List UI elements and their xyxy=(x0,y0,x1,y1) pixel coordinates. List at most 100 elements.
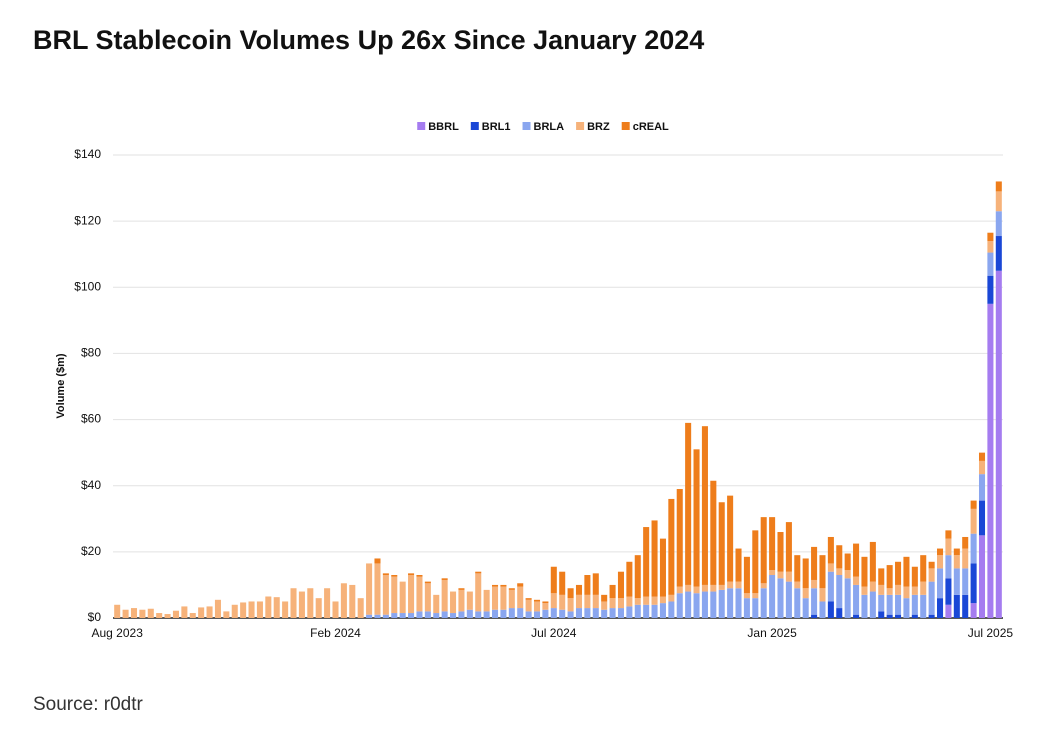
bar-segment xyxy=(517,608,524,618)
bar-segment xyxy=(450,613,457,618)
y-tick-label: $60 xyxy=(81,412,101,426)
bar-segment xyxy=(575,594,583,609)
bar-segment xyxy=(886,614,893,618)
bar-segment xyxy=(533,601,541,612)
bar-segment xyxy=(592,608,599,618)
bar-segment xyxy=(408,575,415,614)
bar-segment xyxy=(962,594,969,618)
bar-segment xyxy=(298,591,305,618)
bar-segment xyxy=(643,604,650,618)
bar-segment xyxy=(978,460,986,475)
y-tick-label: $120 xyxy=(74,213,101,227)
bar-segment xyxy=(995,211,1002,237)
legend-label: BRL1 xyxy=(482,121,511,133)
bar-segment xyxy=(962,568,969,595)
bar-segment xyxy=(668,498,675,595)
bar-segment xyxy=(869,541,876,582)
bar-segment xyxy=(256,601,263,618)
bar-segment xyxy=(542,601,549,604)
bar-segment xyxy=(374,614,381,618)
bar-segment xyxy=(811,614,818,618)
bar-segment xyxy=(181,606,188,618)
bar-segment xyxy=(659,596,666,604)
bar-segment xyxy=(240,602,247,618)
bar-segment xyxy=(458,589,465,612)
legend-swatch xyxy=(470,122,479,130)
bar-segment xyxy=(836,568,843,576)
bar-segment xyxy=(886,594,893,615)
bar-segment xyxy=(508,589,515,609)
bar-segment xyxy=(701,426,708,585)
bar-segment xyxy=(349,584,356,618)
bar-segment xyxy=(424,581,431,584)
bar-segment xyxy=(483,589,490,612)
bar-segment xyxy=(441,611,448,618)
bar-segment xyxy=(878,584,885,595)
bar-segment xyxy=(987,232,994,241)
bar-segment xyxy=(408,573,415,576)
bar-segment xyxy=(458,588,465,590)
bar-segment xyxy=(752,530,759,594)
bar-segment xyxy=(802,588,809,599)
bar-segment xyxy=(609,584,616,599)
bar-segment xyxy=(911,594,918,615)
bar-segment xyxy=(735,588,742,618)
bar-segment xyxy=(811,579,818,589)
bar-segment xyxy=(878,611,885,618)
bar-segment xyxy=(416,575,423,577)
bar-segment xyxy=(567,611,574,618)
bar-segment xyxy=(710,480,717,585)
bar-segment xyxy=(903,586,910,599)
bar-segment xyxy=(693,593,700,618)
bar-segment xyxy=(492,586,499,610)
bar-segment xyxy=(567,598,574,612)
bar-segment xyxy=(525,611,532,618)
bar-segment xyxy=(895,594,902,615)
bar-segment xyxy=(172,610,179,618)
bar-segment xyxy=(533,599,541,602)
bar-segment xyxy=(895,561,902,585)
bar-segment xyxy=(836,608,843,618)
bar-segment xyxy=(550,566,557,594)
y-tick-label: $40 xyxy=(81,478,101,492)
bar-segment xyxy=(475,611,482,618)
bar-segment xyxy=(391,613,398,618)
bar-segment xyxy=(584,594,591,609)
bar-segment xyxy=(853,584,860,615)
bar-segment xyxy=(214,599,221,618)
bar-segment xyxy=(643,596,650,605)
bar-segment xyxy=(945,530,952,539)
bar-segment xyxy=(945,578,952,605)
bar-segment xyxy=(727,581,734,589)
bar-segment xyxy=(542,609,549,618)
bar-segment xyxy=(886,565,893,589)
bar-segment xyxy=(953,548,960,556)
bar-segment xyxy=(374,558,381,564)
bar-segment xyxy=(458,611,465,618)
bar-segment xyxy=(634,555,641,599)
bar-segment xyxy=(483,611,490,618)
bar-segment xyxy=(324,588,331,618)
bar-segment xyxy=(601,609,608,618)
bar-segment xyxy=(937,548,944,556)
bar-segment xyxy=(962,548,969,569)
bar-segment xyxy=(559,594,566,610)
bar-segment xyxy=(727,495,734,582)
bar-segment xyxy=(559,571,566,595)
bar-segment xyxy=(735,581,742,589)
bar-segment xyxy=(685,591,692,618)
bar-segment xyxy=(382,614,389,618)
bar-segment xyxy=(659,603,666,618)
bar-segment xyxy=(248,601,255,618)
bar-segment xyxy=(743,556,750,594)
bar-segment xyxy=(995,181,1002,192)
bar-segment xyxy=(424,583,431,612)
bar-segment xyxy=(231,604,238,618)
bar-segment xyxy=(970,500,977,509)
bar-segment xyxy=(928,561,935,569)
bar-segment xyxy=(836,545,843,569)
bar-segment xyxy=(441,579,448,612)
bar-segment xyxy=(769,570,776,576)
bar-segment xyxy=(366,563,373,615)
bar-segment xyxy=(130,608,138,618)
